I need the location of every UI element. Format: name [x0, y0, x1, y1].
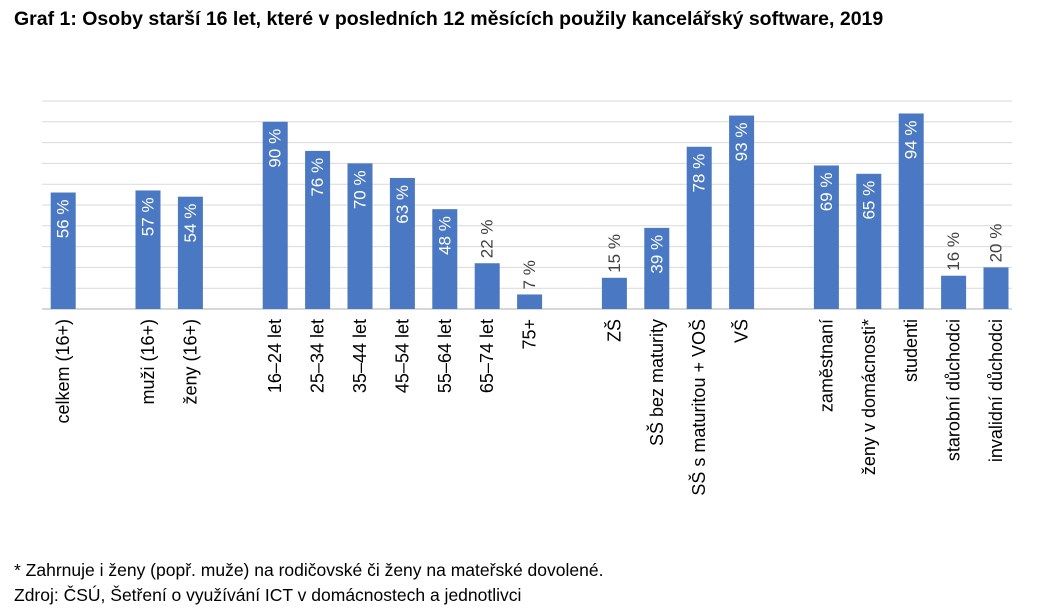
gridlines: [42, 100, 1012, 310]
category-label: VŠ: [731, 319, 752, 343]
category-label: SŠ s maturitou + VOŠ: [688, 319, 709, 496]
bar: [50, 192, 76, 309]
source-note: Zdroj: ČSÚ, Šetření o využívání ICT v do…: [14, 585, 522, 605]
bar: [601, 277, 627, 309]
bar: [305, 150, 331, 309]
bar: [729, 115, 755, 309]
category-label: ženy (16+): [180, 319, 200, 405]
bar: [898, 113, 924, 309]
category-label: 45–54 let: [392, 319, 412, 393]
data-label: 54 %: [181, 204, 200, 243]
category-label: ZŠ: [603, 319, 624, 342]
category-label: invalidní důchodci: [986, 319, 1006, 462]
data-label: 94 %: [902, 120, 921, 159]
data-label: 70 %: [351, 170, 370, 209]
data-label: 65 %: [859, 181, 878, 220]
bar: [941, 275, 967, 309]
data-label: 76 %: [308, 158, 327, 197]
bar: [389, 177, 415, 309]
data-label: 48 %: [435, 216, 454, 255]
category-label: 35–44 let: [350, 319, 370, 393]
bar: [813, 165, 839, 309]
category-label: starobní důchodci: [944, 319, 964, 461]
footnote: * Zahrnuje i ženy (popř. muže) na rodičo…: [14, 560, 604, 580]
category-label: zaměstnaní: [816, 319, 836, 412]
data-label: 57 %: [139, 197, 158, 236]
category-label: SŠ bez maturity: [646, 319, 667, 446]
data-label: 93 %: [732, 123, 751, 162]
bar: [983, 267, 1009, 309]
bar: [347, 163, 373, 309]
data-label: 20 %: [987, 224, 1006, 263]
category-label: muži (16+): [138, 319, 158, 405]
category-label: celkem (16+): [53, 319, 73, 424]
data-label: 39 %: [647, 235, 666, 274]
bar: [686, 146, 712, 309]
data-label: 22 %: [478, 219, 497, 258]
bar: [262, 121, 288, 309]
bar: [856, 173, 882, 309]
category-tick-labels: celkem (16+) muži (16+) ženy (16+) 16–24 le…: [53, 319, 1006, 496]
bar-chart: 56 % 57 % 54 % 90 % 76 % 70 % 63 % 48 % 22 % 7 % 1…: [42, 100, 1012, 496]
category-label: 25–34 let: [308, 319, 328, 393]
category-label: 55–64 let: [435, 319, 455, 393]
data-labels: 56 % 57 % 54 % 90 % 76 % 70 % 63 % 48 % 22 % 7 % 1…: [54, 120, 1006, 289]
category-label: 75+: [520, 319, 540, 350]
bar: [644, 227, 670, 309]
bar: [135, 190, 161, 309]
data-label: 90 %: [266, 129, 285, 168]
bars: [50, 113, 1009, 309]
category-label: 65–74 let: [477, 319, 497, 393]
bar: [177, 196, 203, 309]
data-label: 16 %: [944, 232, 963, 271]
data-label: 56 %: [54, 200, 73, 239]
category-label: 16–24 let: [265, 319, 285, 393]
data-label: 69 %: [817, 172, 836, 211]
chart-title: Graf 1: Osoby starší 16 let, které v pos…: [14, 8, 884, 30]
data-label: 78 %: [690, 154, 709, 193]
bar: [432, 209, 458, 309]
bar: [517, 294, 543, 309]
data-label: 63 %: [393, 185, 412, 224]
category-label: studenti: [901, 319, 921, 382]
data-label: 7 %: [520, 260, 539, 289]
category-label: ženy v domácnosti*: [859, 319, 879, 475]
data-label: 15 %: [605, 234, 624, 273]
bar: [474, 263, 500, 309]
